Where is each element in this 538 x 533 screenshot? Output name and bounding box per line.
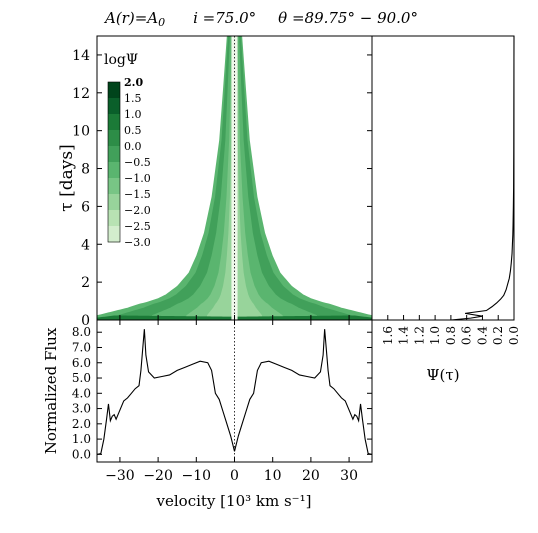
profile-x-tick-label--20: −20 [143, 468, 173, 484]
colorbar-label-3: 0.5 [124, 124, 142, 137]
colorbar-swatch-4 [108, 146, 120, 163]
colorbar-label-0: 2.0 [124, 76, 143, 89]
profile-y-tick-label-7: 7.0 [72, 340, 91, 354]
heatmap-layer [97, 36, 372, 320]
colorbar-frame [107, 81, 121, 243]
colorbar-swatch-8 [108, 210, 120, 227]
profile-y-tick-label-5: 5.0 [72, 371, 91, 385]
colorbar-label-4: 0.0 [124, 140, 142, 153]
profile-y-tick-label-0: 0.0 [72, 447, 91, 461]
colorbar-swatch-1 [108, 98, 120, 115]
y-tick-label-6: 6 [81, 199, 90, 215]
colorbar-label-8: −2.0 [124, 204, 151, 217]
figure-title: A(r)=A0 i =75.0° θ =89.75° − 90.0° [103, 9, 418, 29]
profile-x-tick-label--10: −10 [182, 468, 212, 484]
colorbar-swatch-6 [108, 178, 120, 195]
colorbar-swatch-2 [108, 114, 120, 131]
colorbar-swatch-9 [108, 226, 120, 243]
y-tick-label-14: 14 [72, 48, 90, 64]
colorbar-swatch-7 [108, 194, 120, 211]
psi-tick-label-0: 1.6 [381, 326, 395, 345]
psi-curve [450, 35, 515, 321]
line-profile-panel: 0.01.02.03.0 4.05.06.0 7.08.0 −30 −20 −10 0 10 2… [42, 319, 373, 510]
psi-tick-label-6: 0.4 [475, 326, 489, 345]
psi-tick-label-5: 0.6 [460, 326, 474, 345]
profile-y-tick-label-4: 4.0 [72, 386, 91, 400]
delay-distribution-panel: 1.6 1.4 1.2 1.0 0.8 0.6 0.4 0.2 0.0 Ψ(τ) [371, 35, 521, 384]
y-tick-label-4: 4 [81, 237, 90, 253]
y-tick-label-10: 10 [72, 124, 90, 140]
colorbar-swatch-0 [108, 82, 120, 99]
colorbar-label-9: −2.5 [124, 220, 151, 233]
colorbar-label-6: −1.0 [124, 172, 151, 185]
colorbar-swatch-3 [108, 130, 120, 147]
colorbar-title: logΨ [104, 52, 138, 68]
profile-x-tick-label-10: 10 [264, 468, 282, 484]
profile-y-tick-label-3: 3.0 [72, 402, 91, 416]
profile-x-tick-label-20: 20 [302, 468, 320, 484]
profile-y-tick-label-1: 1.0 [72, 432, 91, 446]
colorbar-label-7: −1.5 [124, 188, 151, 201]
psi-tick-label-3: 1.0 [428, 326, 442, 345]
y-axis-label-tau: τ [days] [57, 144, 77, 211]
colorbar-label-2: 1.0 [124, 108, 142, 121]
y-tick-label-12: 12 [72, 86, 90, 102]
profile-curve [96, 329, 373, 455]
profile-y-tick-label-6: 6.0 [72, 356, 91, 370]
profile-y-axis-label: Normalized Flux [42, 327, 60, 454]
transfer-function-panel: 0 2 4 6 8 10 12 14 τ [days] logΨ 2.0 1.5 1.0 0.5 0.0 −0… [57, 35, 373, 329]
psi-tick-label-8: 0.0 [507, 326, 521, 345]
psi-axis-label: Ψ(τ) [426, 366, 459, 384]
psi-tick-label-1: 1.4 [397, 326, 411, 345]
profile-x-tick-label-0: 0 [230, 468, 239, 484]
profile-x-axis-label: velocity [10³ km s⁻¹] [156, 492, 312, 510]
y-tick-label-8: 8 [81, 162, 90, 178]
psi-tick-label-4: 0.8 [444, 326, 458, 345]
profile-x-tick-label-30: 30 [340, 468, 358, 484]
profile-x-tick-label--30: −30 [105, 468, 135, 484]
psi-frame [371, 35, 515, 321]
psi-tick-label-7: 0.2 [491, 326, 505, 345]
colorbar-swatch-5 [108, 162, 120, 179]
profile-y-tick-label-2: 2.0 [72, 417, 91, 431]
psi-tick-label-2: 1.2 [412, 326, 426, 345]
central-spine [231, 36, 238, 320]
profile-y-tick-label-8: 8.0 [72, 325, 91, 339]
y-tick-label-2: 2 [81, 275, 90, 291]
colorbar-label-5: −0.5 [124, 156, 151, 169]
colorbar-label-1: 1.5 [124, 92, 142, 105]
colorbar-label-10: −3.0 [124, 236, 151, 249]
y-tick-label-0: 0 [81, 313, 90, 329]
